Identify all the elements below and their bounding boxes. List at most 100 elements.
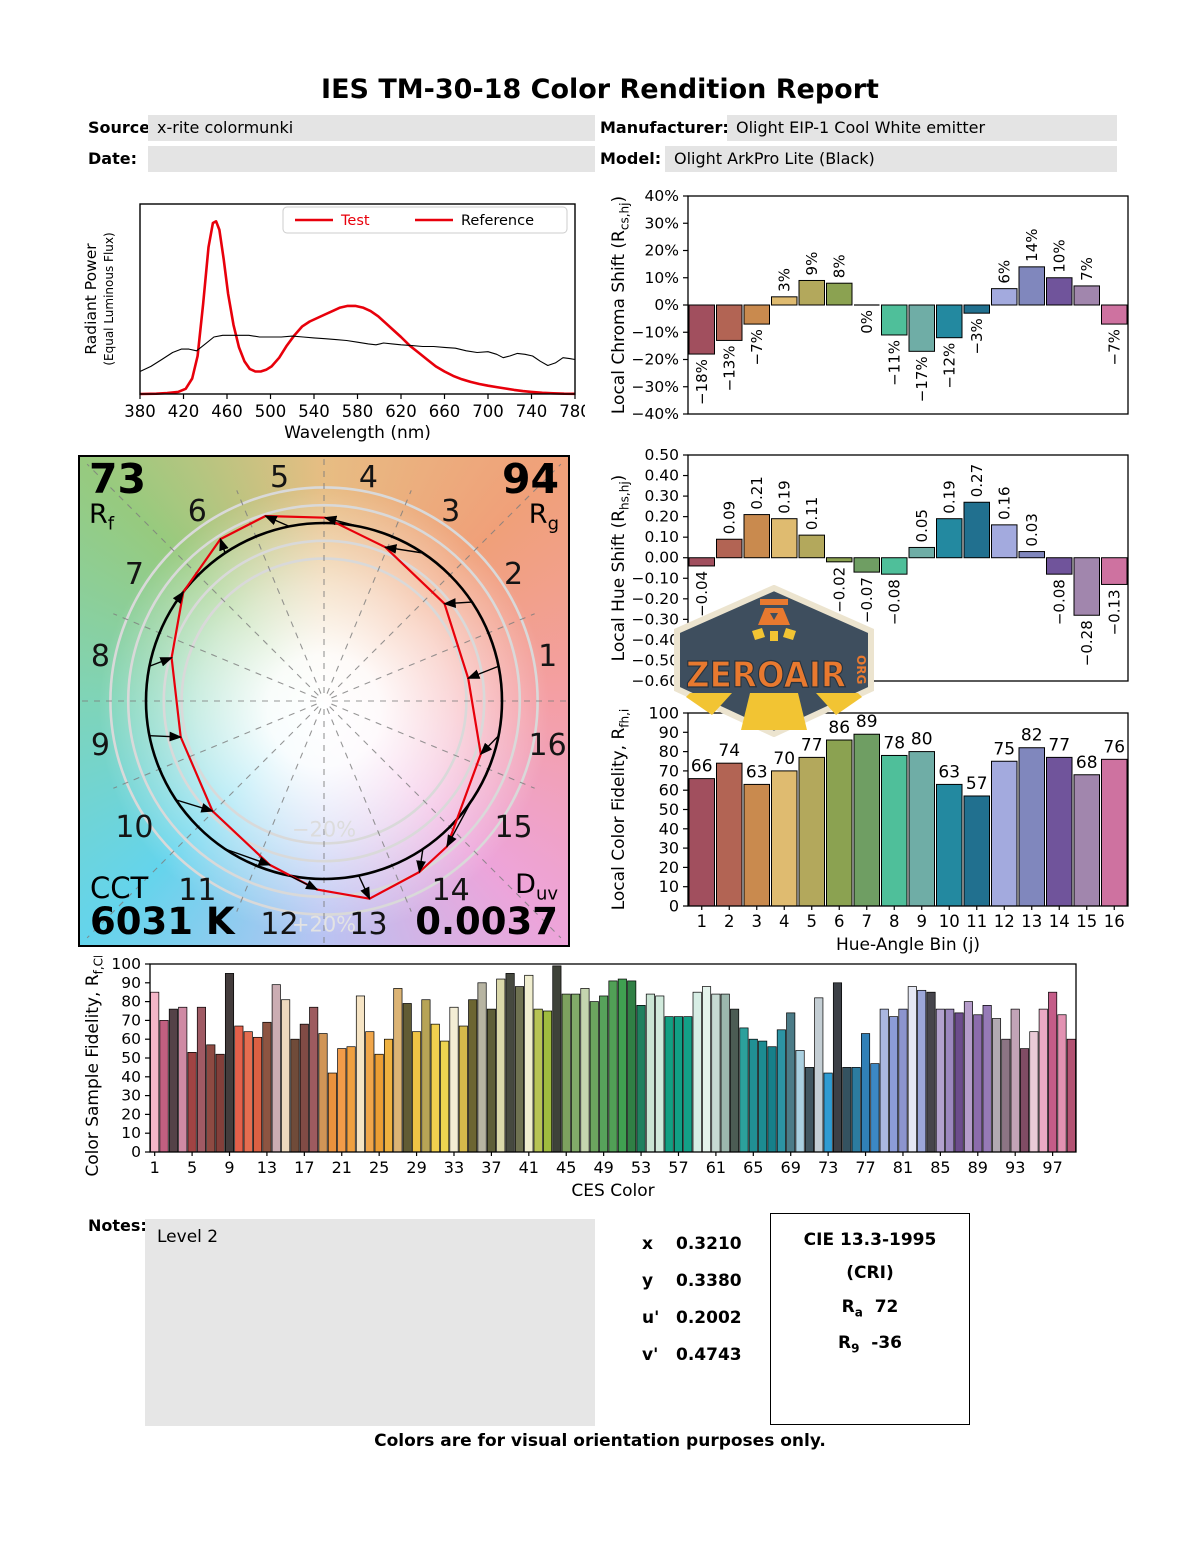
model-text: Olight ArkPro Lite (Black) bbox=[674, 149, 875, 168]
svg-text:90: 90 bbox=[659, 723, 679, 742]
svg-text:700: 700 bbox=[472, 402, 504, 421]
svg-text:420: 420 bbox=[168, 402, 200, 421]
series-test bbox=[139, 219, 576, 396]
svg-text:10: 10 bbox=[659, 877, 679, 896]
shift-arrow bbox=[443, 598, 473, 608]
shift-arrow bbox=[288, 874, 319, 891]
svg-text:20: 20 bbox=[659, 858, 679, 877]
notes-box: Level 2 bbox=[145, 1219, 595, 1426]
svg-text:−30%: −30% bbox=[632, 378, 679, 396]
model-value: Olight ArkPro Lite (Black) bbox=[665, 146, 1117, 172]
local-color-fidelity-chart: 100 90 80 70 60 50 40 30 20 10 0 66 1 74 2 63 3 70 4 77 5 86 6… bbox=[606, 703, 1134, 958]
bin-number: 10 bbox=[115, 810, 153, 845]
svg-text:53: 53 bbox=[631, 1158, 651, 1177]
svg-text:1: 1 bbox=[697, 912, 708, 931]
svg-text:9%: 9% bbox=[803, 252, 821, 276]
svg-text:82: 82 bbox=[1021, 726, 1043, 746]
svg-text:0.40: 0.40 bbox=[644, 467, 679, 485]
svg-text:3%: 3% bbox=[775, 268, 793, 292]
svg-text:16: 16 bbox=[1104, 912, 1125, 931]
notes-label: Notes: bbox=[88, 1216, 147, 1235]
manufacturer-label: Manufacturer: bbox=[600, 118, 729, 137]
svg-text:25: 25 bbox=[369, 1158, 389, 1177]
svg-text:60: 60 bbox=[121, 1030, 141, 1048]
svg-text:10: 10 bbox=[121, 1124, 141, 1142]
svg-text:−0.30: −0.30 bbox=[632, 610, 680, 628]
svg-text:13: 13 bbox=[257, 1158, 277, 1177]
zeroair-logo: ZEROAIR ORG bbox=[674, 585, 874, 737]
svg-text:0.21: 0.21 bbox=[748, 476, 766, 509]
svg-text:0.50: 0.50 bbox=[644, 447, 679, 464]
bin-number: 16 bbox=[529, 728, 567, 763]
svg-text:89: 89 bbox=[856, 712, 878, 732]
svg-text:0.27: 0.27 bbox=[968, 464, 986, 497]
svg-text:17: 17 bbox=[294, 1158, 314, 1177]
shift-arrow bbox=[323, 515, 359, 528]
svg-text:11: 11 bbox=[966, 912, 987, 931]
svg-text:−0.07: −0.07 bbox=[858, 577, 876, 623]
svg-text:10: 10 bbox=[939, 912, 960, 931]
bin-number: 15 bbox=[494, 810, 532, 845]
svg-text:65: 65 bbox=[743, 1158, 763, 1177]
svg-text:−0.28: −0.28 bbox=[1078, 620, 1096, 666]
bin-number: 4 bbox=[359, 460, 378, 495]
bin-number: 3 bbox=[441, 494, 460, 529]
svg-text:9: 9 bbox=[917, 912, 928, 931]
svg-text:Test: Test bbox=[340, 213, 370, 229]
svg-text:−0.13: −0.13 bbox=[1105, 589, 1123, 635]
svg-text:0.20: 0.20 bbox=[644, 508, 679, 526]
svg-text:13: 13 bbox=[1021, 912, 1042, 931]
bin-number: 1 bbox=[538, 639, 557, 674]
svg-text:6: 6 bbox=[834, 912, 845, 931]
svg-text:−0.08: −0.08 bbox=[1050, 579, 1068, 625]
svg-text:Local Color Fidelity, Rfh,i: Local Color Fidelity, Rfh,i bbox=[609, 709, 632, 911]
rf-symbol: Rf bbox=[89, 498, 115, 535]
shift-arrow bbox=[383, 544, 423, 554]
chromaticity-row-u: u' 0.2002 bbox=[642, 1308, 742, 1328]
svg-text:740: 740 bbox=[516, 402, 548, 421]
cri-box: CIE 13.3-1995 (CRI) Ra 72 R9 -36 bbox=[770, 1213, 970, 1425]
svg-text:3: 3 bbox=[752, 912, 763, 931]
cri-ra-row: Ra 72 bbox=[841, 1297, 899, 1320]
cct-value: 6031 K bbox=[90, 900, 235, 944]
svg-text:14%: 14% bbox=[1023, 229, 1041, 262]
chromaticity-row-x: x 0.3210 bbox=[642, 1234, 742, 1254]
svg-text:−0.20: −0.20 bbox=[632, 590, 680, 608]
shift-arrow bbox=[219, 537, 229, 554]
svg-text:0: 0 bbox=[669, 897, 679, 916]
logo-wordmark: ZEROAIR bbox=[686, 655, 846, 696]
svg-text:37: 37 bbox=[481, 1158, 501, 1177]
bin-number: 9 bbox=[91, 728, 110, 763]
chroma-svg: 40% 30% 20% 10% 0% −10% −20% −30% −40% −18% −13% −7… bbox=[609, 187, 1129, 423]
bin-number: 8 bbox=[91, 639, 110, 674]
svg-text:−3%: −3% bbox=[968, 318, 986, 354]
svg-text:57: 57 bbox=[668, 1158, 688, 1177]
svg-text:75: 75 bbox=[993, 739, 1015, 759]
shift-arrow bbox=[149, 731, 183, 742]
shift-arrow bbox=[446, 799, 473, 848]
svg-text:50: 50 bbox=[659, 800, 679, 819]
duv-score: Duv 0.0037 bbox=[415, 870, 558, 941]
color-sample-fidelity-chart: 100 90 80 70 60 50 40 30 20 10 0 1 5 9 13 17 21 25 29 33 37 4… bbox=[82, 939, 1082, 1204]
svg-text:77: 77 bbox=[801, 735, 823, 755]
svg-text:78: 78 bbox=[883, 733, 905, 753]
svg-text:Local Chroma Shift (Rcs,hj): Local Chroma Shift (Rcs,hj) bbox=[609, 196, 632, 414]
bin-number: 12 bbox=[260, 907, 298, 942]
svg-text:0%: 0% bbox=[858, 310, 876, 334]
svg-text:14: 14 bbox=[1049, 912, 1070, 931]
chromaticity-row-y: y 0.3380 bbox=[642, 1271, 742, 1291]
bin-number: 14 bbox=[432, 873, 470, 908]
cct-score: CCT 6031 K bbox=[90, 873, 235, 944]
hue-svg: 0.500.400.300.200.100.00−0.10−0.20−0.30−… bbox=[609, 446, 1129, 690]
svg-text:77: 77 bbox=[1048, 735, 1070, 755]
svg-text:50: 50 bbox=[121, 1049, 141, 1067]
svg-text:−0.40: −0.40 bbox=[632, 631, 680, 649]
svg-text:93: 93 bbox=[1005, 1158, 1025, 1177]
svg-text:Wavelength (nm): Wavelength (nm) bbox=[284, 423, 431, 443]
svg-text:Local Hue Shift (Rhs,hj): Local Hue Shift (Rhs,hj) bbox=[609, 475, 632, 662]
svg-text:Reference: Reference bbox=[461, 213, 534, 229]
bin-number: 6 bbox=[188, 494, 207, 529]
